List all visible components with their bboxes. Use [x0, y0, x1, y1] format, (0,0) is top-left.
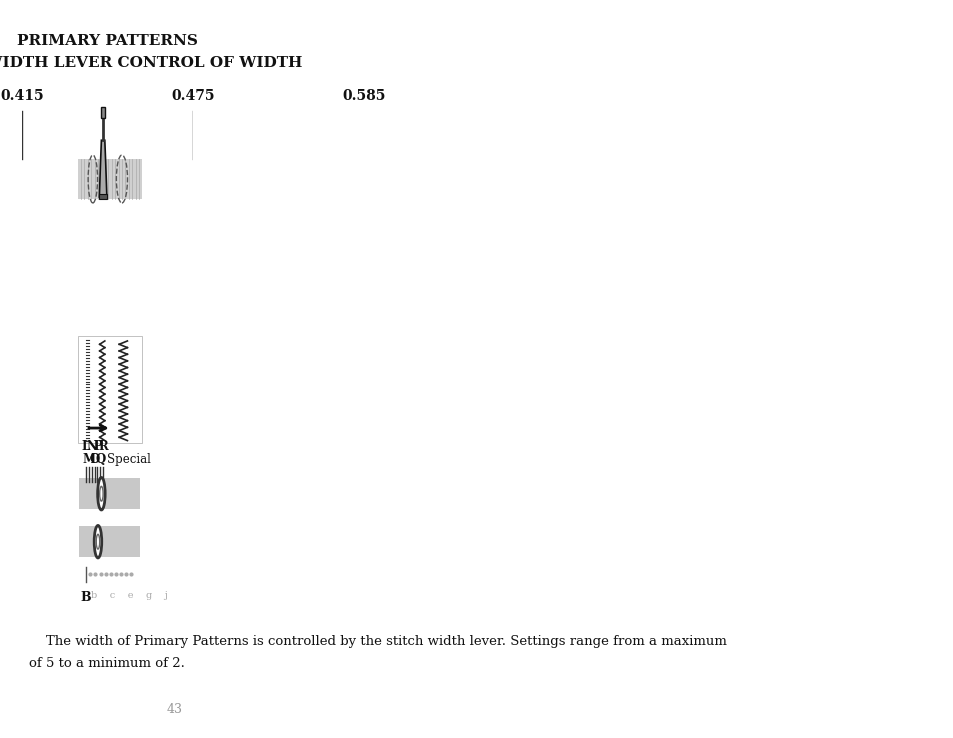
Text: PRIMARY PATTERNS: PRIMARY PATTERNS — [17, 34, 197, 47]
Bar — [79, 478, 140, 509]
Text: Special: Special — [107, 452, 151, 466]
Polygon shape — [99, 140, 107, 197]
Text: of 5 to a minimum of 2.: of 5 to a minimum of 2. — [29, 657, 184, 670]
Circle shape — [97, 477, 105, 510]
Circle shape — [94, 525, 102, 558]
Bar — [99, 194, 108, 199]
Text: 0.415: 0.415 — [0, 89, 44, 103]
Text: P: P — [93, 440, 102, 453]
Text: L: L — [82, 440, 90, 453]
Text: M: M — [82, 452, 95, 466]
Text: R: R — [98, 440, 108, 453]
Bar — [79, 526, 140, 557]
Text: N: N — [86, 440, 97, 453]
Circle shape — [96, 534, 99, 549]
Text: Q: Q — [95, 452, 106, 466]
Bar — [78, 159, 141, 199]
Text: 0.475: 0.475 — [171, 89, 214, 103]
Text: The width of Primary Patterns is controlled by the stitch width lever. Settings : The width of Primary Patterns is control… — [29, 635, 726, 648]
Text: 0.585: 0.585 — [342, 89, 385, 103]
Text: b    c    e    g    j: b c e g j — [91, 591, 168, 600]
Text: O: O — [90, 452, 99, 466]
Text: 43: 43 — [166, 703, 182, 717]
Bar — [78, 336, 141, 443]
Text: STITCH WIDTH LEVER CONTROL OF WIDTH: STITCH WIDTH LEVER CONTROL OF WIDTH — [0, 56, 302, 69]
Bar — [101, 107, 105, 118]
Text: B: B — [81, 591, 91, 604]
Circle shape — [99, 486, 103, 501]
